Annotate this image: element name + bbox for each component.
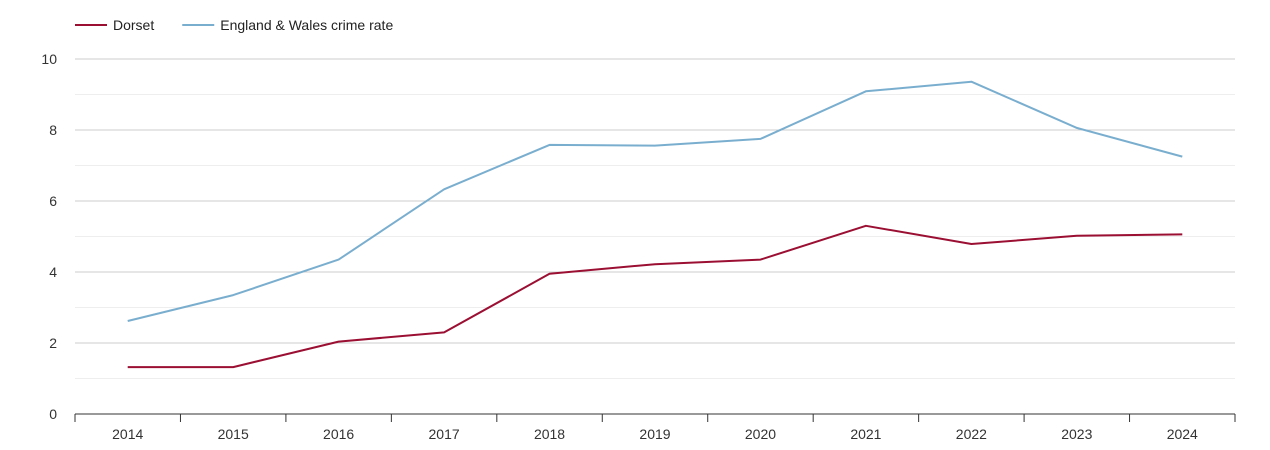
x-tick-label: 2014 (112, 426, 143, 442)
x-tick-label: 2021 (850, 426, 881, 442)
legend-item-england-wales-crime-rate[interactable]: England & Wales crime rate (182, 17, 393, 33)
y-tick-label: 0 (49, 406, 57, 422)
y-tick-label: 10 (41, 51, 57, 67)
x-tick-label: 2023 (1061, 426, 1092, 442)
x-tick-label: 2020 (745, 426, 776, 442)
series-line-dorset (127, 224, 1183, 369)
x-tick-label: 2018 (534, 426, 565, 442)
x-tick-label: 2017 (429, 426, 460, 442)
x-tick-label: 2024 (1167, 426, 1198, 442)
x-tick-label: 2019 (639, 426, 670, 442)
series-line-england-wales-crime-rate (127, 80, 1183, 322)
legend-label: Dorset (113, 17, 154, 33)
legend-label: England & Wales crime rate (220, 17, 393, 33)
y-tick-label: 8 (49, 122, 57, 138)
grid-lines (75, 58, 1235, 379)
x-tick-label: 2016 (323, 426, 354, 442)
y-tick-label: 2 (49, 335, 57, 351)
x-tick-label: 2022 (956, 426, 987, 442)
y-tick-label: 4 (49, 264, 57, 280)
legend-item-dorset[interactable]: Dorset (75, 17, 154, 33)
legend: Dorset England & Wales crime rate (75, 17, 393, 33)
y-tick-label: 6 (49, 193, 57, 209)
series-lines (127, 80, 1183, 369)
x-tick-label: 2015 (218, 426, 249, 442)
axes: 0 2 4 6 8 10 2014 2015 2016 2017 2018 2019 2020 2021 2… (41, 51, 1236, 442)
